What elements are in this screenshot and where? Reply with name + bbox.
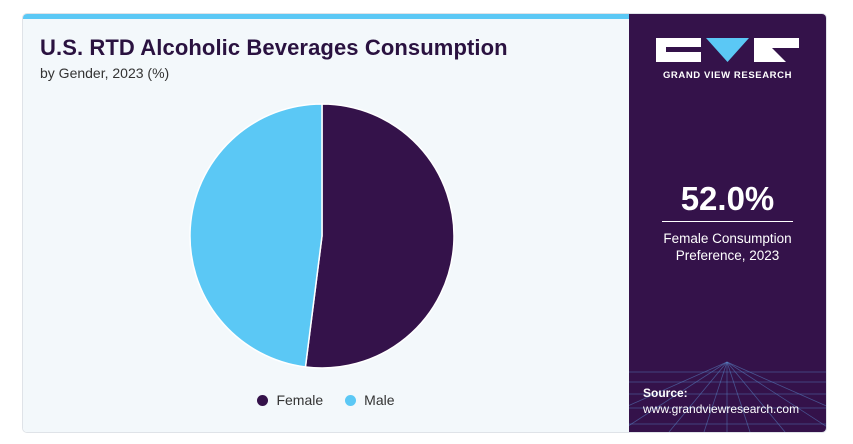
stat-value: 52.0% [680,180,775,217]
legend-label-male: Male [364,392,395,408]
pie-slice-male [189,103,323,368]
stat-divider [662,221,793,222]
gvr-logo-icon [656,38,799,62]
chart-title: U.S. RTD Alcoholic Beverages Consumption [40,35,508,60]
stat-label: Female Consumption Preference, 2023 [629,230,826,264]
legend-label-female: Female [276,392,324,408]
chart-panel: U.S. RTD Alcoholic Beverages Consumption… [23,14,629,432]
source-label: Source: [643,386,688,400]
stat-label-line1: Female Consumption [663,231,792,246]
accent-bar [23,14,629,19]
decorative-grid [629,361,826,432]
chart-subtitle: by Gender, 2023 (%) [40,65,170,81]
legend-swatch-female [257,394,269,406]
legend-item-male: Male [345,392,395,408]
brand-name: GRAND VIEW RESEARCH [662,70,793,81]
source-url[interactable]: www.grandviewresearch.com [643,402,800,416]
pie-slice-female [304,103,455,369]
legend: Female Male [23,392,629,408]
pie-chart [189,103,455,369]
legend-swatch-male [345,394,357,406]
stat-label-line2: Preference, 2023 [675,248,780,263]
chart-card: U.S. RTD Alcoholic Beverages Consumption… [23,14,826,432]
legend-item-female: Female [257,392,323,408]
insight-panel: GRAND VIEW RESEARCH 52.0% Female Consump… [629,14,826,432]
